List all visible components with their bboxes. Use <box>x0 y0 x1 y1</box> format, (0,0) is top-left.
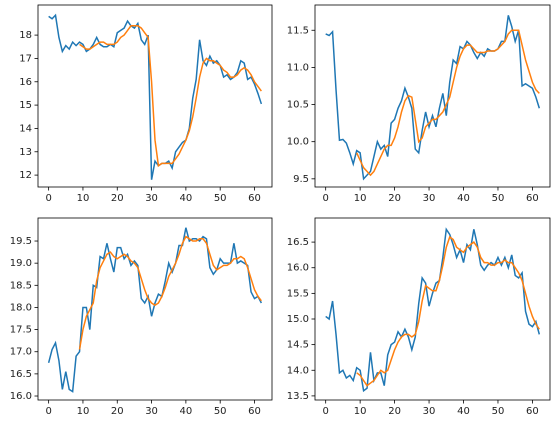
y-tick-label: 18.0 <box>10 302 32 313</box>
x-tick-label: 20 <box>111 193 124 204</box>
x-tick-label: 60 <box>526 193 539 204</box>
y-tick-label: 14.0 <box>287 365 309 376</box>
x-tick-label: 20 <box>388 406 401 417</box>
y-tick-label: 18.5 <box>10 280 32 291</box>
y-tick-label: 11.5 <box>287 25 309 36</box>
x-tick-label: 10 <box>77 193 90 204</box>
series-line <box>78 235 262 350</box>
x-tick-label: 0 <box>322 193 328 204</box>
subplot: 0 10 20 30 40 50 60 12 13 14 15 16 17 18 <box>19 4 273 204</box>
y-tick-label: 17.5 <box>10 325 32 336</box>
y-tick-label: 9.5 <box>293 174 309 185</box>
x-tick-label: 50 <box>214 193 227 204</box>
x-tick-label: 0 <box>322 406 328 417</box>
y-tick-label: 15.0 <box>287 314 309 325</box>
series-line <box>325 227 541 393</box>
x-tick-label: 50 <box>492 193 505 204</box>
x-tick-label: 50 <box>214 406 227 417</box>
x-tick-label: 40 <box>457 406 470 417</box>
x-tick-label: 50 <box>492 406 505 417</box>
subplot: 0 10 20 30 40 50 60 9.5 10.0 10.5 11.0 11.5 <box>287 4 551 204</box>
y-tick-label: 14 <box>19 123 32 134</box>
x-tick-label: 30 <box>423 193 436 204</box>
x-tick-label: 40 <box>180 406 193 417</box>
y-tick-label: 19.5 <box>10 236 32 247</box>
y-tick-label: 17 <box>19 53 32 64</box>
y-tick-label: 10.0 <box>287 137 309 148</box>
series-line <box>47 227 263 393</box>
series-line <box>356 235 540 387</box>
y-tick-label: 16.0 <box>10 391 32 402</box>
y-tick-label: 17.0 <box>10 347 32 358</box>
x-tick-label: 30 <box>423 406 436 417</box>
x-tick-label: 20 <box>388 193 401 204</box>
y-tick-label: 13.5 <box>287 391 309 402</box>
x-tick-label: 40 <box>457 193 470 204</box>
series-line <box>79 25 262 168</box>
y-tick-label: 16 <box>19 77 32 88</box>
x-tick-label: 10 <box>354 406 367 417</box>
y-tick-label: 11.0 <box>287 62 309 73</box>
y-tick-label: 15.5 <box>287 288 309 299</box>
x-tick-label: 40 <box>180 193 193 204</box>
subplot: 0 10 20 30 40 50 60 16.0 16.5 17.0 17.5 18.0 18.5 19.… <box>10 217 273 417</box>
x-tick-label: 0 <box>45 406 51 417</box>
x-tick-label: 30 <box>145 193 158 204</box>
x-tick-label: 60 <box>248 406 261 417</box>
y-tick-label: 15 <box>19 100 32 111</box>
axes-frame <box>37 217 273 401</box>
axes-frame <box>314 217 551 401</box>
y-tick-label: 18 <box>19 30 32 41</box>
y-tick-label: 16.0 <box>287 263 309 274</box>
x-tick-label: 30 <box>145 406 158 417</box>
y-tick-label: 13 <box>19 147 32 158</box>
x-tick-label: 60 <box>248 193 261 204</box>
y-tick-label: 12 <box>19 170 32 181</box>
y-tick-label: 19.0 <box>10 258 32 269</box>
x-tick-label: 0 <box>45 193 51 204</box>
x-tick-label: 10 <box>354 193 367 204</box>
series-line <box>48 13 263 180</box>
y-tick-label: 10.5 <box>287 100 309 111</box>
x-tick-label: 60 <box>526 406 539 417</box>
axes-frame <box>37 4 273 188</box>
subplot: 0 10 20 30 40 50 60 13.5 14.0 14.5 15.0 15.5 16.0 16.… <box>287 217 551 417</box>
y-tick-label: 16.5 <box>10 369 32 380</box>
series-line <box>356 29 540 177</box>
x-tick-label: 20 <box>111 406 124 417</box>
y-tick-label: 14.5 <box>287 340 309 351</box>
x-tick-label: 10 <box>77 406 90 417</box>
y-tick-label: 16.5 <box>287 237 309 248</box>
axes-frame <box>314 4 551 188</box>
